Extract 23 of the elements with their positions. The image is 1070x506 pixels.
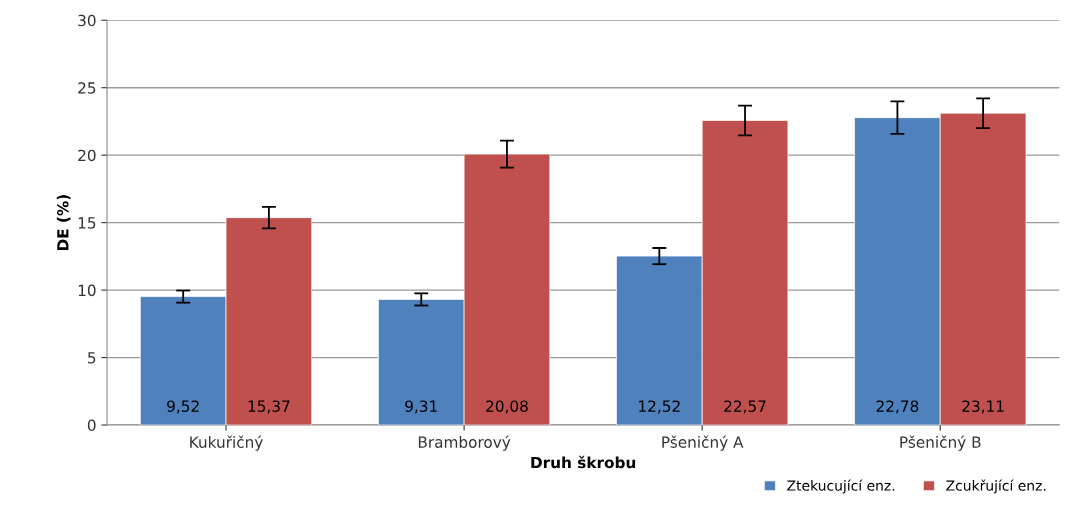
legend-label: Ztekucující enz. xyxy=(787,479,895,494)
data-label: 23,11 xyxy=(962,400,1004,414)
y-axis-title: DE (%) xyxy=(56,195,71,251)
y-tick-label: 25 xyxy=(78,82,96,94)
y-tick-label: 5 xyxy=(88,352,96,364)
data-label: 22,78 xyxy=(876,400,919,414)
y-tick-label: 20 xyxy=(78,149,96,162)
data-label: 9,52 xyxy=(167,400,199,414)
x-axis-title: Druh škrobu xyxy=(531,455,636,469)
data-label: 20,08 xyxy=(486,400,528,414)
x-tick-label: Pšeničný B xyxy=(900,435,981,451)
x-tick-label: Kukuřičný xyxy=(190,435,263,451)
data-label: 15,37 xyxy=(248,400,290,414)
y-tick-label: 15 xyxy=(78,217,96,229)
legend-label: Zcukřující enz. xyxy=(946,479,1046,494)
y-tick-label: 0 xyxy=(87,419,96,432)
data-label: 22,57 xyxy=(724,400,766,414)
x-tick-label: Bramborový xyxy=(418,435,511,451)
y-tick-label: 10 xyxy=(78,284,96,297)
y-tick-label: 30 xyxy=(78,14,96,27)
x-tick-label: Pšeničný A xyxy=(662,435,744,451)
data-label: 12,52 xyxy=(639,400,680,414)
data-label: 9,31 xyxy=(405,400,437,414)
